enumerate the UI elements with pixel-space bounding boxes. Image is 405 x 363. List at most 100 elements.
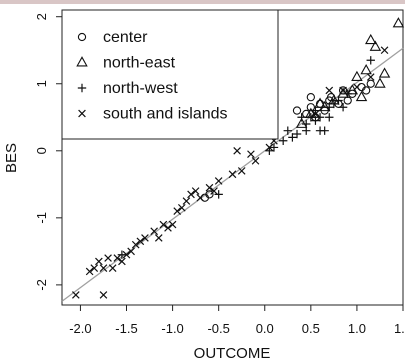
point-south-and-islands (90, 264, 99, 272)
point-south-and-islands (265, 143, 274, 152)
point-south-and-islands (131, 240, 140, 249)
legend-marker-north-east (76, 56, 88, 67)
point-south-and-islands (191, 187, 200, 195)
legend-label-south-and-islands: south and islands (103, 106, 228, 123)
x-axis: -2.0 -1.5 -1.0 -0.5 0.0 0.5 1.0 1.5 (69, 305, 405, 336)
y-tick-label: 0 (34, 147, 49, 154)
x-tick-label: 0.5 (302, 321, 320, 336)
point-north-west (338, 103, 348, 112)
x-tick-label: -1.5 (115, 321, 137, 336)
x-axis-label: OUTCOME (194, 345, 271, 362)
point-center (361, 86, 371, 95)
point-south-and-islands (380, 46, 389, 55)
point-south-and-islands (99, 264, 108, 272)
point-south-and-islands (108, 264, 117, 272)
point-north-west (283, 126, 292, 135)
point-north-west (315, 113, 325, 122)
point-north-west (117, 250, 127, 259)
point-south-and-islands (251, 157, 260, 165)
point-north-west (343, 89, 352, 99)
legend-label-center: center (103, 29, 148, 46)
point-south-and-islands (196, 193, 205, 202)
y-axis-label: BES (3, 143, 20, 173)
y-axis: -2 -1 0 1 2 (34, 13, 62, 291)
point-north-west (269, 143, 279, 152)
point-north-east (392, 17, 405, 28)
point-north-west (288, 133, 297, 142)
y-tick-label: 1 (34, 80, 49, 87)
legend-marker-center (77, 32, 87, 42)
point-south-and-islands (205, 183, 214, 192)
point-north-east (318, 100, 331, 112)
point-north-east (355, 90, 368, 102)
legend: center north-east north-west south and isla… (61, 9, 279, 140)
point-center (306, 103, 315, 112)
point-south-and-islands (210, 187, 218, 195)
point-north-west (329, 99, 339, 109)
point-south-and-islands (136, 237, 145, 246)
point-south-and-islands (104, 254, 112, 262)
point-north-west (292, 129, 302, 139)
point-south-and-islands (353, 83, 361, 91)
point-south-and-islands (247, 150, 255, 158)
y-tick-label: -2 (34, 279, 49, 291)
point-center (205, 190, 214, 199)
point-south-and-islands (150, 227, 158, 236)
point-north-west (325, 103, 334, 112)
point-center (338, 86, 348, 95)
point-south-and-islands (164, 224, 172, 232)
point-south-and-islands (113, 254, 122, 262)
point-north-west (311, 116, 320, 125)
top-border-band (0, 0, 405, 4)
point-south-and-islands (177, 203, 186, 212)
point-north-west (297, 113, 306, 122)
point-south-and-islands (339, 86, 347, 95)
point-south-and-islands (72, 291, 80, 299)
point-north-east (351, 70, 363, 81)
legend-marker-north-west (77, 83, 87, 93)
point-south-and-islands (311, 110, 320, 118)
x-tick-label: 0.0 (256, 321, 274, 336)
x-tick-label: 1.5 (394, 321, 405, 336)
point-south-and-islands (214, 177, 223, 185)
point-south-and-islands (173, 207, 182, 215)
point-north-west (214, 190, 223, 199)
point-north-west (325, 113, 334, 122)
point-south-and-islands (127, 247, 135, 256)
point-north-west (302, 119, 311, 129)
point-north-west (315, 126, 325, 135)
y-tick-label: -1 (34, 212, 49, 224)
legend-box (61, 9, 279, 140)
point-south-and-islands (237, 167, 246, 175)
point-north-east (360, 64, 372, 75)
point-south-and-islands (85, 267, 94, 276)
point-south-and-islands (159, 220, 168, 229)
point-center (366, 79, 375, 88)
point-south-and-islands (141, 234, 149, 242)
point-north-east (314, 97, 326, 108)
point-south-and-islands (187, 190, 195, 199)
point-north-east (365, 33, 377, 45)
legend-items: center north-east north-west south and isla… (76, 29, 228, 123)
point-south-and-islands (325, 86, 334, 95)
points-layer (72, 17, 405, 299)
point-north-west (334, 96, 343, 105)
point-north-west (278, 136, 288, 145)
point-south-and-islands (168, 220, 177, 229)
point-south-and-islands (99, 291, 108, 299)
point-south-and-islands (154, 234, 163, 242)
legend-label-north-west: north-west (103, 80, 178, 97)
point-south-and-islands (366, 73, 375, 81)
point-north-west (306, 113, 316, 122)
point-south-and-islands (228, 170, 237, 179)
legend-marker-south-and-islands (78, 109, 86, 118)
x-tick-label: -2.0 (69, 321, 91, 336)
point-north-east (378, 67, 391, 78)
point-south-and-islands (122, 250, 131, 259)
x-tick-label: 1.0 (348, 321, 366, 336)
point-north-east (369, 40, 382, 51)
x-tick-label: -1.0 (161, 321, 183, 336)
point-north-east (295, 117, 308, 128)
legend-label-north-east: north-east (103, 55, 176, 72)
